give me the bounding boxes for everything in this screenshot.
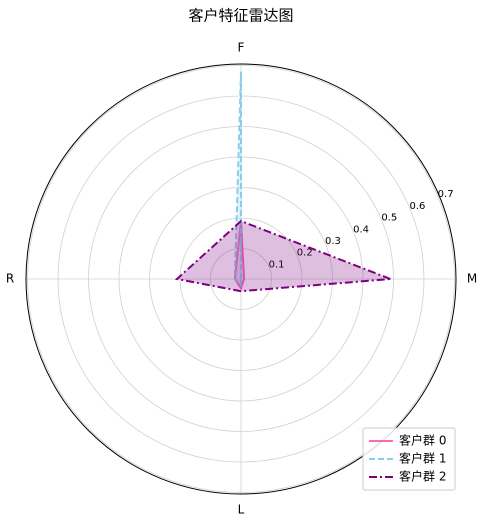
r-tick-label: 0.6 [409,201,425,212]
r-tick-label: 0.7 [438,189,454,200]
category-label: L [238,503,245,517]
r-tick-label: 0.1 [269,259,285,270]
r-tick-label: 0.5 [381,213,397,224]
line [233,71,242,288]
legend-box [362,427,456,491]
r-tick-label: 0.2 [297,248,313,259]
r-tick-label: 0.3 [325,236,341,247]
area [176,221,391,292]
area [234,71,241,286]
category-label: M [467,272,477,286]
category-label: R [6,272,14,286]
chart-title: 客户特征雷达图 [188,7,293,25]
category-label: F [238,41,245,55]
line [174,219,391,293]
r-tick-label: 0.4 [353,224,369,235]
legend-label: 客户群 1 [399,451,446,466]
legend-label: 客户群 0 [399,433,446,448]
legend-label: 客户群 2 [399,469,446,484]
outer-circle [25,63,457,495]
